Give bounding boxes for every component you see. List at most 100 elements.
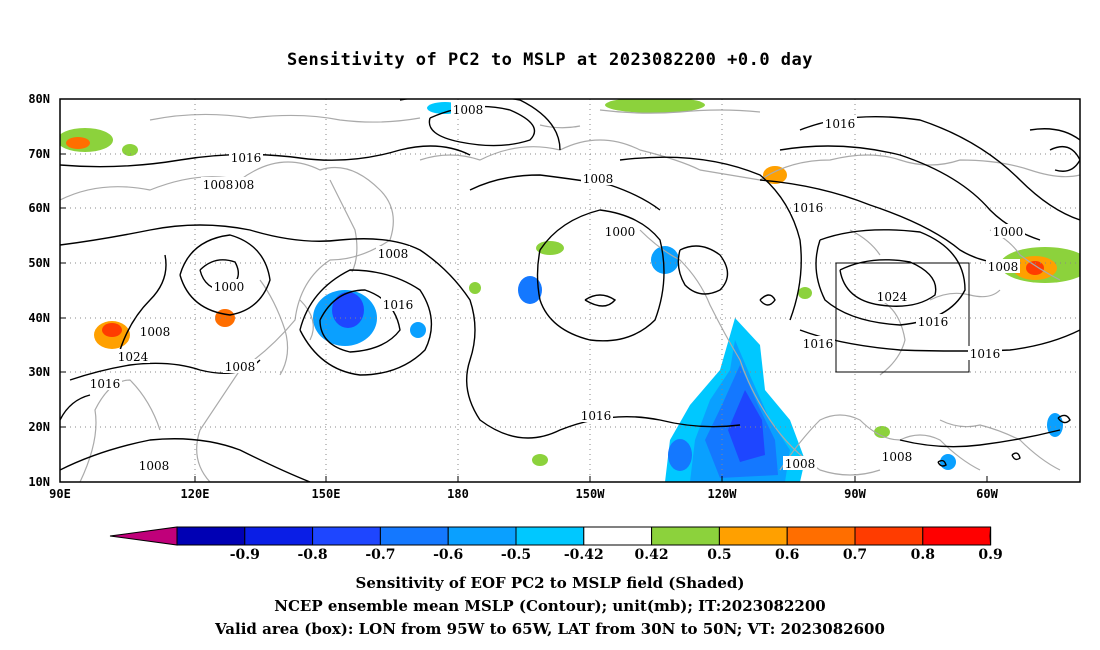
colorbar-tick-label: -0.6	[433, 547, 463, 563]
coastline	[759, 154, 1080, 181]
longitude-axis: 90E 120E 150E 180 150W 120W 90W 60W	[49, 476, 999, 501]
contour-label: 1008	[140, 325, 171, 339]
contour-label: 1000	[605, 225, 636, 239]
contour-label-bg	[229, 150, 263, 164]
mslp-contour	[815, 229, 966, 326]
shade-patch	[532, 454, 548, 466]
contour-label: 1008	[203, 178, 234, 192]
coastline	[599, 109, 761, 114]
mslp-contour	[759, 294, 776, 306]
contour-label: 1016	[825, 117, 856, 131]
mslp-contour	[60, 438, 311, 482]
colorbar-tick-label: -0.9	[230, 547, 260, 563]
shade-patch	[874, 426, 890, 438]
contour-label: 1016	[918, 315, 949, 329]
contour-label-bg	[875, 289, 909, 303]
colorbar-high-extension	[989, 526, 992, 546]
contour-label-bg	[88, 376, 122, 390]
lat-tick-label: 10N	[28, 475, 50, 489]
contour-label-bg	[801, 336, 835, 350]
coastline	[329, 179, 358, 273]
colorbar	[109, 526, 992, 546]
coastline	[259, 279, 289, 376]
mslp-contour	[1029, 128, 1080, 141]
contour-label: 1016	[970, 347, 1001, 361]
mslp-contour	[759, 179, 1011, 264]
mslp-contour	[937, 459, 947, 467]
colorbar-tick-label: 0.42	[635, 547, 669, 563]
contour-label: 1024	[118, 350, 149, 364]
caption-line-3: Valid area (box): LON from 95W to 65W, L…	[215, 620, 885, 638]
colorbar-segment	[312, 526, 381, 546]
contour-label-bg	[791, 200, 825, 214]
colorbar-tick-label: -0.5	[501, 547, 531, 563]
shade-patch	[469, 282, 481, 294]
mslp-contour	[299, 269, 433, 376]
mslp-contour	[60, 394, 91, 421]
contour-label-bg	[968, 346, 1002, 360]
coastline	[299, 299, 314, 341]
lat-tick-label: 30N	[28, 365, 50, 379]
contour-label-bg	[579, 408, 613, 422]
map-area: 1008 1016 1008 1000 1008 1016 1008 1024 1016 1008…	[60, 99, 1080, 482]
lon-tick-label: 120E	[181, 487, 210, 501]
shade-patch	[410, 322, 426, 338]
mslp-contour	[619, 156, 802, 321]
mslp-contour	[319, 289, 401, 353]
colorbar-segment	[583, 526, 653, 546]
coastline	[419, 139, 761, 181]
contour-label-bg	[916, 314, 950, 328]
contour-label: 1008	[988, 260, 1019, 274]
colorbar-segment	[854, 526, 924, 546]
lon-tick-label: 180	[447, 487, 469, 501]
mslp-contour	[839, 259, 937, 307]
contour-label-bg	[223, 359, 257, 373]
contour-label-bg	[451, 102, 485, 116]
contour-label-bg	[201, 177, 235, 191]
caption-line-2: NCEP ensemble mean MSLP (Contour); unit(…	[274, 597, 826, 615]
contour-label-bg	[823, 116, 857, 130]
valid-area-box	[835, 262, 970, 373]
latitude-axis: 80N 70N 60N 50N 40N 30N 20N 10N	[28, 92, 66, 489]
contour-label-bg	[381, 297, 415, 311]
shade-patch	[763, 166, 787, 184]
contour-label: 1008	[785, 457, 816, 471]
shade-patch	[1026, 261, 1044, 275]
colorbar-tick-labels: -0.9 -0.8 -0.7 -0.6 -0.5 -0.42 0.42 0.5 0.6 0.7 0.…	[230, 547, 1003, 563]
mslp-contour	[799, 115, 1080, 221]
sensitivity-shading	[60, 99, 1080, 482]
coastline	[849, 229, 881, 256]
colorbar-tick-label: -0.7	[365, 547, 395, 563]
contour-label-bg	[603, 224, 637, 238]
coastline	[149, 113, 421, 123]
contour-label: 1008	[583, 172, 614, 186]
contour-label-bg	[581, 171, 615, 185]
colorbar-low-extension	[109, 526, 178, 546]
mslp-contour	[799, 329, 1080, 352]
contour-label: 1016	[90, 377, 121, 391]
shade-patch	[651, 246, 679, 274]
lat-tick-label: 60N	[28, 201, 50, 215]
contour-label: 1016	[383, 298, 414, 312]
colorbar-segment	[718, 526, 788, 546]
mslp-contour	[584, 294, 617, 307]
lat-tick-label: 20N	[28, 420, 50, 434]
shade-patch	[66, 137, 90, 149]
coastline	[929, 289, 1001, 301]
coastline	[779, 414, 981, 471]
contour-label: 1016	[803, 337, 834, 351]
shade-patch	[536, 241, 564, 255]
mslp-contour	[1049, 146, 1080, 172]
colorbar-segment	[379, 526, 449, 546]
colorbar-tick-label: 0.8	[911, 547, 935, 563]
contour-label: 1000	[993, 225, 1024, 239]
contour-label: 1016	[581, 409, 612, 423]
colorbar-segment	[651, 526, 720, 546]
shade-patch	[605, 99, 705, 113]
shade-patch	[102, 323, 122, 337]
shade-patch	[940, 454, 956, 470]
contour-label: 1016	[231, 151, 262, 165]
map-frame	[59, 98, 1081, 483]
mslp-contour	[179, 234, 271, 316]
contour-labels: 1008 1016 1008 1000 1008 1016 1008 1024 1016 1008…	[88, 102, 1025, 473]
